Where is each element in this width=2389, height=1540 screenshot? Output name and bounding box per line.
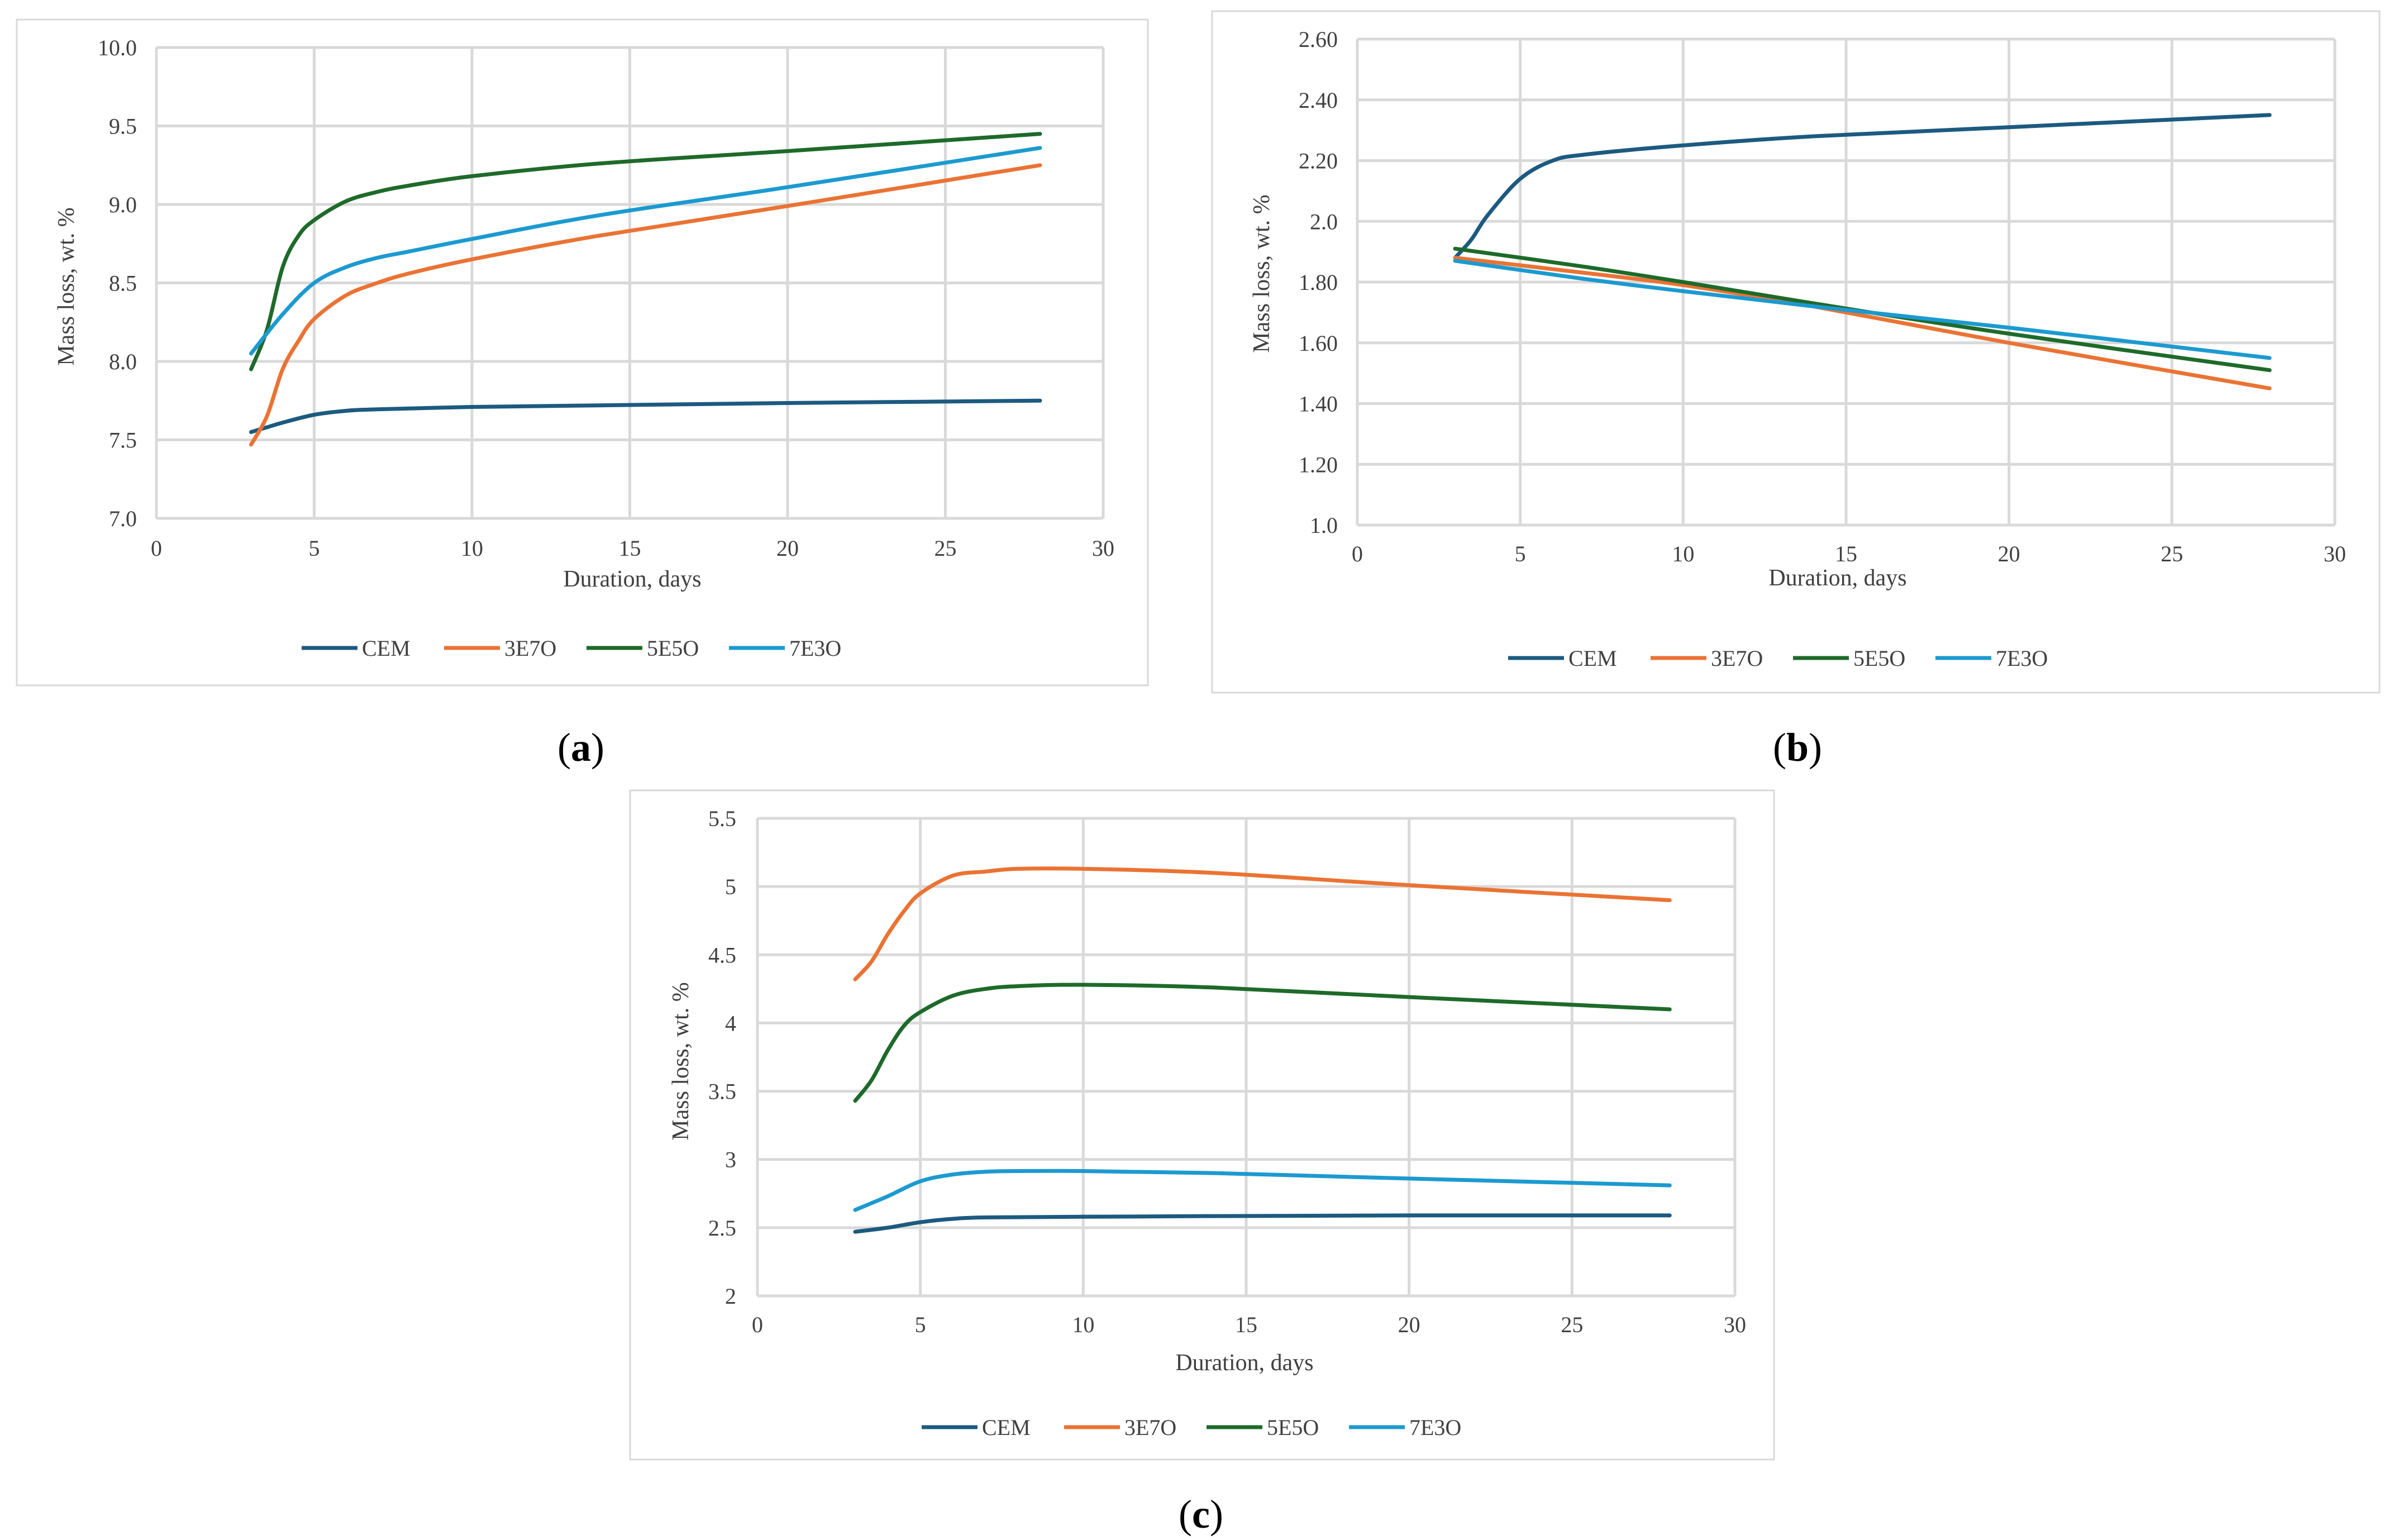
- chart-panel-b: 0 5 10 15 20 25 30 1.0 1.20 1.40 1.60 1.80 2.0 2.20 2.…: [1211, 10, 2381, 694]
- x-tick-label: 20: [1398, 1312, 1420, 1337]
- grid-b: [1356, 37, 2336, 527]
- legend-label-cem: CEM: [1568, 646, 1617, 671]
- y-tick-label: 1.20: [1299, 452, 1338, 477]
- y-tick-label: 2.20: [1299, 149, 1338, 174]
- legend-label-5e5o: 5E5O: [1853, 646, 1905, 671]
- x-tick-label: 20: [1998, 541, 2020, 566]
- series-line-7e3o: [1453, 259, 2272, 360]
- y-tick-label: 2.0: [1310, 209, 1338, 234]
- y-tick-label: 8.5: [109, 271, 137, 296]
- y-tick-label: 1.60: [1299, 331, 1338, 356]
- y-tick-label: 5.5: [708, 806, 736, 831]
- x-tick-label: 10: [461, 536, 483, 561]
- series-line-3e7o: [853, 866, 1672, 981]
- legend-label-3e7o: 3E7O: [1711, 646, 1763, 671]
- legend-c: CEM 3E7O 5E5O 7E3O: [922, 1415, 1461, 1440]
- y-tick-label: 3: [725, 1147, 736, 1172]
- y-tick-label: 7.0: [109, 506, 137, 531]
- y-tick-label: 9.5: [109, 114, 137, 139]
- legend-label-cem: CEM: [362, 636, 411, 661]
- x-tick-label: 30: [1724, 1312, 1746, 1337]
- caption-b: (b): [1773, 725, 1822, 770]
- series-b: [1453, 113, 2272, 390]
- x-axis-label-b: Duration, days: [1768, 565, 1906, 591]
- y-tick-label: 1.0: [1310, 513, 1338, 538]
- series-line-7e3o: [249, 146, 1042, 356]
- series-line-cem: [1453, 113, 2272, 260]
- legend-b: CEM 3E7O 5E5O 7E3O: [1508, 646, 2048, 671]
- y-tick-label: 1.80: [1299, 270, 1338, 295]
- y-tick-label: 2.5: [708, 1215, 736, 1241]
- y-tick-label: 2: [725, 1284, 736, 1309]
- ticks-b: 0 5 10 15 20 25 30 1.0 1.20 1.40 1.60 1.80 2.0 2.20 2.…: [1299, 27, 2346, 566]
- y-tick-label: 4: [725, 1010, 736, 1036]
- chart-frame-b: [1211, 10, 2381, 694]
- legend-label-cem: CEM: [982, 1415, 1031, 1440]
- y-tick-label: 1.40: [1299, 392, 1338, 417]
- legend-a: CEM 3E7O 5E5O 7E3O: [302, 636, 841, 661]
- series-a: [249, 132, 1042, 447]
- series-line-3e7o: [249, 163, 1042, 447]
- x-tick-label: 20: [776, 536, 799, 561]
- y-tick-label: 2.40: [1299, 88, 1338, 113]
- x-tick-label: 25: [2161, 541, 2183, 566]
- caption-b-letter: b: [1786, 725, 1809, 770]
- caption-c: (c): [1179, 1492, 1223, 1537]
- legend-label-7e3o: 7E3O: [789, 636, 841, 661]
- y-tick-label: 9.0: [109, 192, 137, 217]
- series-c: [853, 866, 1672, 1234]
- legend-label-7e3o: 7E3O: [1996, 646, 2048, 671]
- chart-panel-a: 0 5 10 15 20 25 30 7.0 7.5 8.0 8.5 9.0 9.5 10.0 Durat…: [16, 18, 1149, 686]
- y-axis-label-a: Mass loss, wt. %: [54, 207, 79, 366]
- x-tick-label: 15: [1235, 1312, 1257, 1337]
- y-tick-label: 3.5: [708, 1079, 736, 1104]
- y-axis-label-c: Mass loss, wt. %: [668, 982, 694, 1141]
- x-tick-label: 30: [2324, 541, 2346, 566]
- chart-panel-c: 0 5 10 15 20 25 30 2 2.5 3 3.5 4 4.5 5 5.5 Duration, d…: [629, 789, 1775, 1461]
- ticks-a: 0 5 10 15 20 25 30 7.0 7.5 8.0 8.5 9.0 9.5 10.0: [98, 35, 1114, 561]
- caption-a-letter: a: [571, 725, 591, 770]
- x-tick-label: 5: [915, 1312, 926, 1337]
- ticks-c: 0 5 10 15 20 25 30 2 2.5 3 3.5 4 4.5 5 5.5: [708, 806, 1746, 1337]
- series-line-cem: [853, 1213, 1672, 1234]
- caption-a: (a): [557, 725, 604, 770]
- legend-label-5e5o: 5E5O: [1267, 1415, 1319, 1440]
- y-tick-label: 5: [725, 874, 736, 899]
- series-line-5e5o: [1453, 246, 2272, 373]
- legend-label-3e7o: 3E7O: [1124, 1415, 1176, 1440]
- y-axis-label-b: Mass loss, wt. %: [1249, 194, 1275, 353]
- x-tick-label: 0: [752, 1312, 763, 1337]
- x-tick-label: 30: [1092, 536, 1114, 561]
- series-line-7e3o: [853, 1169, 1672, 1212]
- x-tick-label: 5: [1515, 541, 1526, 566]
- legend-label-7e3o: 7E3O: [1409, 1415, 1461, 1440]
- legend-label-5e5o: 5E5O: [647, 636, 699, 661]
- series-line-5e5o: [853, 983, 1672, 1103]
- chart-frame-c: [629, 789, 1775, 1461]
- x-axis-label-c: Duration, days: [1175, 1350, 1313, 1376]
- series-line-5e5o: [249, 132, 1042, 371]
- y-tick-label: 10.0: [98, 35, 137, 60]
- x-tick-label: 0: [1352, 541, 1363, 566]
- x-tick-label: 25: [1561, 1312, 1583, 1337]
- x-tick-label: 10: [1672, 541, 1694, 566]
- y-tick-label: 8.0: [109, 349, 137, 374]
- grid-a: [155, 46, 1105, 520]
- series-line-cem: [249, 398, 1042, 434]
- chart-frame-a: [16, 18, 1149, 686]
- legend-label-3e7o: 3E7O: [504, 636, 556, 661]
- caption-c-letter: c: [1192, 1492, 1210, 1537]
- x-tick-label: 15: [1835, 541, 1857, 566]
- x-tick-label: 5: [309, 536, 320, 561]
- x-tick-label: 0: [151, 536, 162, 561]
- x-tick-label: 10: [1072, 1312, 1094, 1337]
- grid-c: [756, 817, 1737, 1298]
- x-tick-label: 15: [619, 536, 641, 561]
- y-tick-label: 4.5: [708, 942, 736, 967]
- y-tick-label: 2.60: [1299, 27, 1338, 52]
- x-axis-label-a: Duration, days: [563, 566, 701, 592]
- y-tick-label: 7.5: [109, 428, 137, 453]
- x-tick-label: 25: [934, 536, 957, 561]
